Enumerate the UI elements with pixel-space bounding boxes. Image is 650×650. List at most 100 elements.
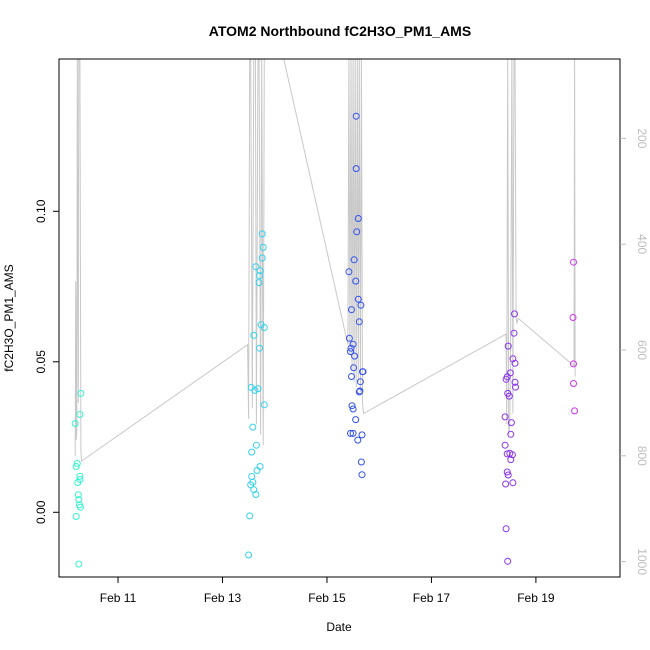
data-point	[504, 471, 512, 479]
data-point	[350, 256, 358, 264]
data-point	[352, 416, 360, 424]
data-point	[347, 348, 354, 356]
data-point	[348, 373, 355, 380]
y2-tick-label: 600	[635, 340, 649, 360]
data-point	[353, 228, 361, 236]
data-point	[254, 385, 262, 393]
data-point	[258, 230, 266, 238]
data-point	[245, 551, 253, 559]
data-point	[358, 431, 366, 439]
y-axis-label: fC2H3O_PM1_AMS	[2, 264, 16, 371]
data-point	[354, 436, 362, 444]
data-point	[256, 272, 264, 280]
data-point	[510, 329, 518, 337]
data-point	[355, 318, 363, 326]
data-point	[252, 491, 260, 498]
y2-tick-label: 200	[635, 128, 649, 148]
data-point	[75, 560, 83, 568]
data-point	[259, 243, 267, 251]
data-point	[570, 258, 577, 266]
x-tick-label: Feb 17	[413, 591, 451, 605]
data-point	[74, 491, 82, 499]
data-point	[357, 458, 365, 466]
data-point	[508, 451, 516, 459]
x-tick-label: Feb 19	[517, 591, 555, 605]
x-axis-label: Date	[326, 620, 352, 634]
data-point	[357, 301, 365, 309]
data-point	[351, 352, 359, 360]
data-point	[73, 460, 81, 467]
data-point	[356, 378, 364, 386]
data-point	[570, 360, 577, 368]
data-point	[511, 310, 518, 318]
data-point	[352, 277, 360, 285]
data-point	[507, 419, 515, 427]
y-tick-label: 0.05	[34, 350, 48, 374]
points-layer	[71, 112, 579, 568]
data-point	[347, 344, 355, 352]
data-point	[249, 423, 257, 431]
data-point	[503, 468, 511, 476]
data-point	[71, 420, 79, 427]
data-point	[512, 383, 519, 391]
data-point	[72, 463, 80, 470]
data-point	[76, 411, 84, 418]
data-point	[76, 503, 84, 511]
data-point	[250, 331, 258, 339]
data-point	[511, 378, 519, 386]
data-point	[246, 512, 254, 520]
data-point	[507, 456, 515, 464]
data-point	[76, 476, 84, 483]
x-tick-label: Feb 15	[308, 591, 346, 605]
data-point	[352, 112, 360, 120]
data-point	[501, 441, 509, 449]
data-point	[253, 467, 261, 474]
x-axis: Feb 11 Feb 13 Feb 15 Feb 17 Feb 19	[100, 577, 555, 605]
data-point	[345, 268, 353, 276]
y-axis: 0.00 0.05 0.10	[34, 199, 59, 524]
data-point	[256, 344, 264, 352]
x-tick-label: Feb 11	[100, 591, 137, 605]
data-point	[252, 263, 260, 271]
data-point	[570, 380, 577, 387]
data-point	[248, 473, 256, 480]
data-point	[348, 402, 356, 410]
data-point	[354, 215, 362, 222]
data-point	[75, 496, 83, 504]
data-point	[503, 450, 511, 458]
secondary-line-layer	[74, 59, 576, 463]
data-point	[352, 165, 360, 173]
data-point	[258, 254, 266, 262]
data-point	[248, 448, 256, 456]
data-point	[504, 557, 512, 565]
data-point	[356, 387, 364, 395]
y2-tick-label: 800	[635, 446, 649, 466]
data-point	[255, 279, 263, 287]
data-point	[348, 306, 355, 314]
data-point	[504, 342, 512, 350]
plot-frame	[58, 58, 621, 578]
data-point	[505, 392, 513, 400]
data-point	[501, 413, 509, 421]
data-point	[347, 429, 354, 437]
data-point	[260, 324, 268, 331]
data-point	[359, 368, 367, 376]
secondary-series-line	[74, 59, 576, 463]
data-point	[350, 364, 358, 372]
y2-tick-label: 400	[635, 234, 649, 254]
data-point	[249, 478, 257, 486]
data-point	[571, 407, 579, 415]
data-point	[72, 513, 80, 520]
data-point	[509, 355, 517, 363]
data-point	[349, 429, 357, 437]
data-point	[569, 314, 577, 321]
data-point	[349, 405, 357, 413]
data-point	[354, 295, 362, 303]
data-point	[511, 359, 519, 367]
y2-axis: 200 400 600 800 1000	[620, 128, 649, 575]
data-point	[76, 472, 84, 480]
x-tick-label: Feb 13	[204, 591, 242, 605]
y-tick-label: 0.10	[34, 199, 48, 223]
data-point	[502, 525, 510, 533]
